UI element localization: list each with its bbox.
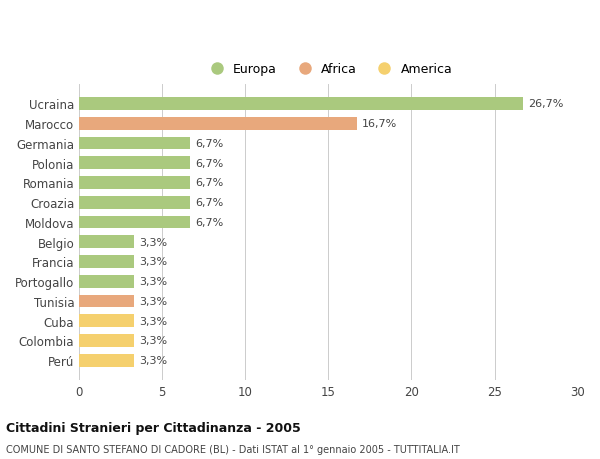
- Bar: [79, 118, 356, 130]
- Bar: [79, 314, 134, 327]
- Text: 6,7%: 6,7%: [196, 158, 224, 168]
- Bar: [79, 295, 134, 308]
- Text: 3,3%: 3,3%: [139, 297, 167, 306]
- Bar: [79, 157, 190, 170]
- Bar: [79, 354, 134, 367]
- Legend: Europa, Africa, America: Europa, Africa, America: [199, 58, 457, 81]
- Text: 6,7%: 6,7%: [196, 139, 224, 149]
- Bar: [79, 275, 134, 288]
- Text: 6,7%: 6,7%: [196, 198, 224, 208]
- Bar: [79, 98, 523, 111]
- Text: 3,3%: 3,3%: [139, 336, 167, 346]
- Text: 3,3%: 3,3%: [139, 355, 167, 365]
- Text: 3,3%: 3,3%: [139, 277, 167, 286]
- Bar: [79, 216, 190, 229]
- Text: 26,7%: 26,7%: [528, 99, 563, 109]
- Text: 6,7%: 6,7%: [196, 178, 224, 188]
- Text: COMUNE DI SANTO STEFANO DI CADORE (BL) - Dati ISTAT al 1° gennaio 2005 - TUTTITA: COMUNE DI SANTO STEFANO DI CADORE (BL) -…: [6, 444, 460, 454]
- Text: 6,7%: 6,7%: [196, 218, 224, 228]
- Text: 3,3%: 3,3%: [139, 237, 167, 247]
- Bar: [79, 334, 134, 347]
- Bar: [79, 256, 134, 269]
- Bar: [79, 137, 190, 150]
- Text: 3,3%: 3,3%: [139, 316, 167, 326]
- Bar: [79, 177, 190, 190]
- Text: 16,7%: 16,7%: [362, 119, 397, 129]
- Text: Cittadini Stranieri per Cittadinanza - 2005: Cittadini Stranieri per Cittadinanza - 2…: [6, 421, 301, 434]
- Bar: [79, 236, 134, 249]
- Bar: [79, 196, 190, 209]
- Text: 3,3%: 3,3%: [139, 257, 167, 267]
